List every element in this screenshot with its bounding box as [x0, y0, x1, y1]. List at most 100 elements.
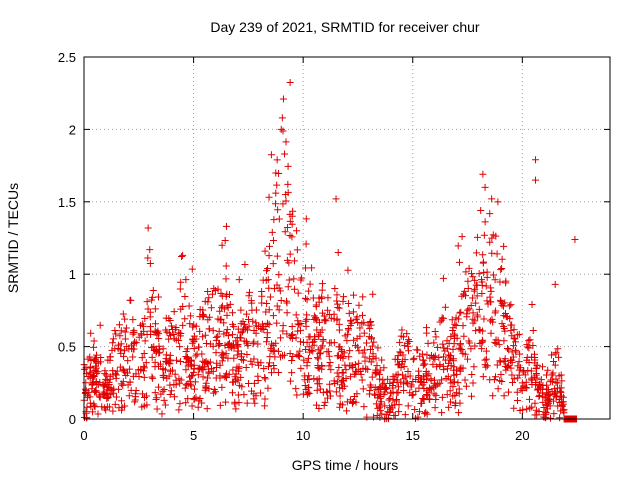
- data-point: [477, 276, 485, 284]
- data-point: [277, 334, 285, 342]
- data-point: [271, 353, 279, 361]
- data-point: [179, 251, 187, 259]
- data-point: [366, 325, 374, 333]
- data-point: [360, 403, 368, 411]
- data-point: [185, 302, 193, 310]
- data-point: [175, 329, 183, 337]
- data-point: [482, 282, 490, 290]
- data-point: [345, 353, 353, 361]
- data-point: [450, 340, 458, 348]
- data-point: [414, 346, 422, 354]
- data-point: [236, 381, 244, 389]
- data-point: [488, 195, 496, 203]
- data-point: [491, 309, 499, 317]
- data-point: [162, 357, 170, 365]
- data-point: [187, 312, 195, 320]
- data-point: [539, 389, 547, 397]
- data-point: [183, 354, 191, 362]
- data-point: [507, 301, 515, 309]
- data-point: [192, 352, 200, 360]
- data-point: [389, 396, 397, 404]
- data-point: [543, 381, 551, 389]
- data-point: [89, 371, 97, 379]
- data-point: [440, 353, 448, 361]
- data-point: [336, 392, 344, 400]
- data-point: [439, 340, 447, 348]
- data-point: [152, 395, 160, 403]
- data-point: [250, 379, 258, 387]
- data-point: [303, 296, 311, 304]
- data-point: [265, 242, 273, 250]
- data-point: [86, 353, 94, 361]
- data-point: [126, 365, 134, 373]
- data-point: [445, 351, 453, 359]
- data-point: [190, 345, 198, 353]
- data-point: [176, 357, 184, 365]
- data-point: [284, 162, 292, 170]
- data-point: [545, 395, 553, 403]
- data-point: [212, 364, 220, 372]
- data-point: [352, 315, 360, 323]
- data-point: [242, 337, 250, 345]
- data-point: [446, 387, 454, 395]
- data-point: [386, 394, 394, 402]
- data-point: [479, 259, 487, 267]
- data-point: [176, 285, 184, 293]
- data-point: [194, 371, 202, 379]
- data-point: [115, 321, 123, 329]
- data-point: [93, 351, 101, 359]
- data-point: [552, 350, 560, 358]
- data-point: [272, 339, 280, 347]
- data-point: [475, 326, 483, 334]
- data-point: [451, 320, 459, 328]
- data-point: [535, 407, 543, 415]
- data-point: [248, 360, 256, 368]
- data-point: [275, 215, 283, 223]
- data-point: [449, 366, 457, 374]
- data-point: [338, 369, 346, 376]
- data-point: [464, 306, 472, 314]
- data-point: [272, 189, 280, 197]
- data-point: [523, 341, 531, 349]
- data-point: [189, 323, 197, 331]
- data-point: [456, 309, 464, 317]
- data-point: [184, 395, 192, 403]
- data-point: [310, 338, 318, 346]
- data-point: [223, 290, 231, 298]
- data-point: [139, 320, 147, 328]
- x-axis-title: GPS time / hours: [292, 457, 399, 473]
- data-point: [254, 358, 262, 366]
- data-point: [190, 396, 198, 404]
- data-point: [388, 404, 396, 412]
- data-point: [273, 302, 281, 310]
- data-point: [243, 310, 251, 318]
- data-point: [205, 385, 213, 393]
- data-point: [288, 323, 296, 331]
- data-point: [525, 337, 533, 345]
- data-point: [441, 303, 449, 311]
- data-point: [212, 349, 220, 357]
- data-point: [178, 253, 186, 261]
- data-point: [118, 397, 126, 405]
- data-point: [482, 347, 490, 355]
- data-point: [338, 348, 346, 356]
- data-point: [395, 401, 403, 409]
- data-point: [554, 345, 562, 353]
- data-point: [286, 349, 294, 357]
- data-point: [242, 363, 250, 371]
- data-point: [159, 371, 167, 379]
- data-point: [332, 195, 340, 203]
- data-point: [232, 405, 240, 413]
- data-point: [230, 323, 238, 331]
- data-point: [186, 320, 194, 328]
- data-point: [333, 352, 341, 360]
- data-point: [153, 405, 161, 413]
- data-point: [526, 336, 534, 344]
- data-point: [525, 395, 533, 403]
- data-point: [548, 371, 556, 379]
- data-point: [339, 401, 347, 409]
- data-point: [166, 360, 174, 368]
- data-point: [407, 383, 415, 391]
- data-point: [529, 327, 537, 335]
